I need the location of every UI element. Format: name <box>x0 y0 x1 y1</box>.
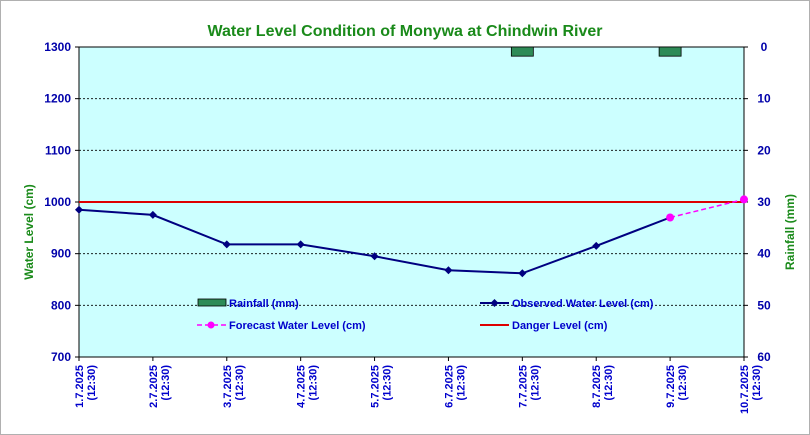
y-axis-label: Water Level (cm) <box>22 184 36 280</box>
x-tick-label: 8.7.2025(12:30) <box>591 365 615 408</box>
observed-point <box>222 240 231 249</box>
observed-point <box>296 240 305 249</box>
chart-title: Water Level Condition of Monywa at Chind… <box>208 23 603 40</box>
x-tick-label: 9.7.2025(12:30) <box>665 365 689 408</box>
x-tick-label: 5.7.2025(12:30) <box>370 365 394 408</box>
y2-tick-label: 50 <box>757 298 771 312</box>
x-tick-label: 4.7.2025(12:30) <box>296 365 320 408</box>
x-tick-label: 3.7.2025(12:30) <box>222 365 246 408</box>
legend-danger-label: Danger Level (cm) <box>512 320 608 332</box>
observed-point <box>148 210 157 219</box>
y2-tick-label: 0 <box>761 40 768 54</box>
observed-point <box>75 205 83 214</box>
rainfall-bar <box>510 46 534 57</box>
x-tick-label: 10.7.2025(12:30) <box>739 365 763 414</box>
y-tick-label: 800 <box>51 298 71 312</box>
y2-tick-label: 40 <box>757 247 771 261</box>
y-tick-label: 700 <box>51 350 71 364</box>
y-tick-label: 900 <box>51 247 71 261</box>
legend-observed-marker <box>490 299 499 307</box>
legend-forecast-label: Forecast Water Level (cm) <box>229 320 366 332</box>
y-tick-label: 1000 <box>44 195 71 209</box>
legend-rainfall-label: Rainfall (mm) <box>229 298 299 310</box>
y-tick-label: 1300 <box>44 40 71 54</box>
observed-point <box>592 241 601 250</box>
y-tick-label: 1200 <box>44 92 71 106</box>
legend-observed-label: Observed Water Level (cm) <box>512 298 654 310</box>
y2-tick-label: 20 <box>757 143 771 157</box>
observed-point <box>370 252 379 261</box>
x-tick-label: 7.7.2025(12:30) <box>517 365 541 408</box>
forecast-point <box>666 213 675 222</box>
x-tick-label: 6.7.2025(12:30) <box>443 365 467 408</box>
y2-tick-label: 60 <box>757 350 771 364</box>
y2-axis-label: Rainfall (mm) <box>783 194 797 270</box>
y2-tick-label: 10 <box>757 92 771 106</box>
y2-tick-label: 30 <box>757 195 771 209</box>
forecast-water-level-line <box>669 198 745 219</box>
x-tick-label: 1.7.2025(12:30) <box>74 365 98 408</box>
legend-rainfall-swatch <box>197 298 227 307</box>
observed-point <box>518 269 527 278</box>
rainfall-bar <box>658 46 682 57</box>
observed-point <box>444 266 453 275</box>
x-tick-label: 2.7.2025(12:30) <box>148 365 172 408</box>
y-tick-label: 1100 <box>45 143 71 157</box>
legend-forecast-marker <box>207 321 215 329</box>
forecast-point <box>740 195 748 204</box>
